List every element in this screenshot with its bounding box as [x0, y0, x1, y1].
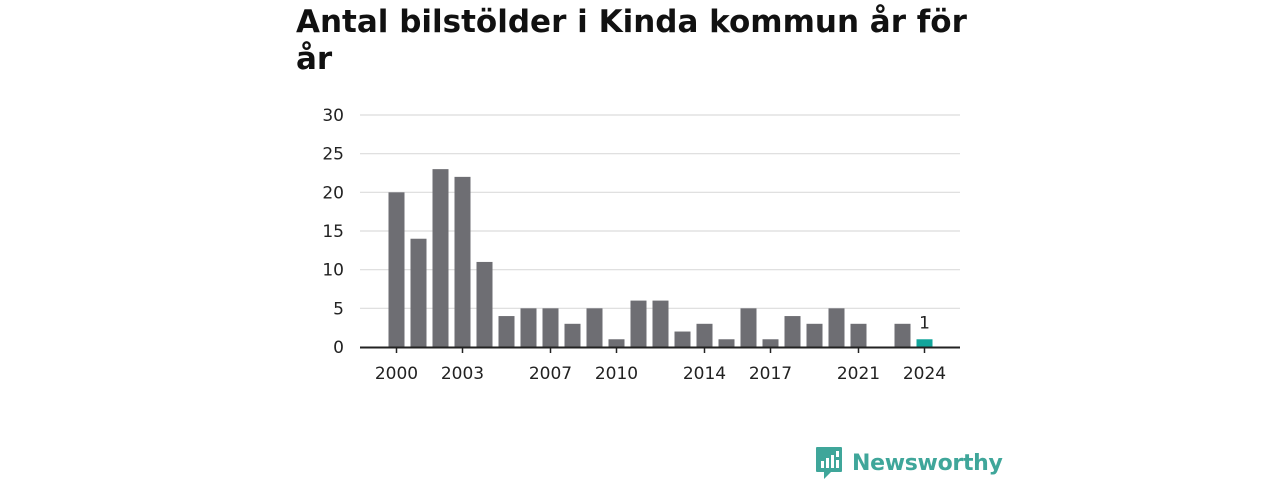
bar-2016	[740, 308, 757, 347]
brand-name: Newsworthy	[852, 450, 1003, 476]
data-labels: 1	[919, 313, 930, 333]
chart-title: Antal bilstölder i Kinda kommun år för å…	[296, 4, 967, 77]
bar-2006	[520, 308, 537, 347]
bar-2023	[894, 323, 911, 347]
bar-2017	[762, 339, 779, 347]
data-label: 1	[919, 313, 930, 333]
bar-2019	[806, 323, 823, 347]
x-tick-label: 2017	[749, 364, 792, 384]
y-tick-label: 20	[322, 183, 344, 203]
bar-2012	[652, 300, 669, 347]
bar-2005	[498, 316, 515, 347]
x-axis-tick-labels: 2000 2003 2007 2010 2014 2017 2021 2024	[375, 364, 946, 384]
x-tick-label: 2000	[375, 364, 418, 384]
brand-logo: Newsworthy	[815, 446, 1003, 480]
x-tick-label: 2021	[837, 364, 880, 384]
y-tick-label: 30	[322, 106, 344, 126]
x-tick-label: 2014	[683, 364, 726, 384]
grid-lines	[360, 114, 960, 309]
bar-2004	[476, 261, 493, 347]
bar-2024	[916, 339, 933, 347]
bars	[388, 169, 933, 347]
bar-2021	[850, 323, 867, 347]
bar-2000	[388, 192, 405, 347]
x-tick-label: 2007	[529, 364, 572, 384]
y-tick-label: 5	[333, 299, 344, 319]
y-tick-label: 0	[333, 338, 344, 358]
y-tick-label: 10	[322, 261, 344, 281]
newsworthy-logo-icon	[816, 447, 842, 479]
bar-2011	[630, 300, 647, 347]
bar-2014	[696, 323, 713, 347]
bar-2002	[432, 169, 449, 347]
y-tick-label: 15	[322, 222, 344, 242]
x-axis	[360, 346, 960, 353]
x-tick-label: 2003	[441, 364, 484, 384]
x-tick-label: 2010	[595, 364, 638, 384]
bar-2010	[608, 339, 625, 347]
bar-2020	[828, 308, 845, 347]
bar-2003	[454, 176, 471, 347]
bar-2008	[564, 323, 581, 347]
bar-2009	[586, 308, 603, 347]
y-tick-label: 25	[322, 145, 344, 165]
bar-2001	[410, 238, 427, 347]
bar-2007	[542, 308, 559, 347]
bar-2015	[718, 339, 735, 347]
bar-2018	[784, 316, 801, 347]
x-tick-label: 2024	[903, 364, 946, 384]
y-axis-tick-labels: 0 5 10 15 20 25 30	[322, 106, 344, 358]
bar-2013	[674, 331, 691, 347]
